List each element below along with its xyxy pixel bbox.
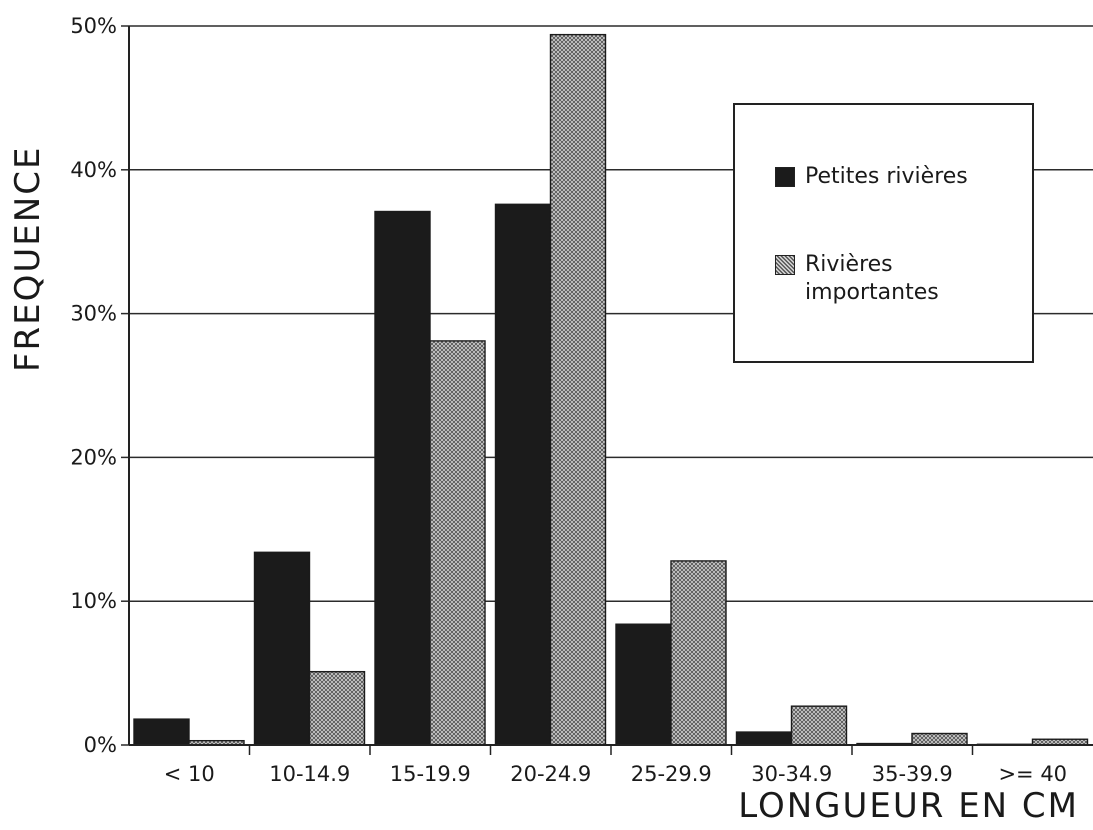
bar-rivieres-importantes xyxy=(670,560,727,746)
legend-item-petites-rivieres: Petites rivières xyxy=(775,163,968,191)
axes xyxy=(121,25,1093,755)
bars xyxy=(133,33,1089,746)
bar-rivieres-importantes xyxy=(429,340,486,746)
x-axis-title: LONGUEUR EN CM xyxy=(738,786,1079,826)
bar-petites-rivieres xyxy=(615,623,672,746)
bar-rivieres-importantes xyxy=(549,33,607,746)
x-tick-label: >= 40 xyxy=(998,762,1067,786)
y-tick-label: 30% xyxy=(70,302,117,326)
y-tick-label: 10% xyxy=(70,589,117,613)
x-tick-label: < 10 xyxy=(164,762,215,786)
y-tick-label: 40% xyxy=(70,158,117,182)
x-tick-label: 30-34.9 xyxy=(751,762,832,786)
bar-petites-rivieres xyxy=(374,210,431,746)
bar-rivieres-importantes xyxy=(308,670,366,746)
x-tick-label: 35-39.9 xyxy=(872,762,953,786)
y-tick-label: 0% xyxy=(84,733,117,757)
y-tick-label: 50% xyxy=(70,14,117,38)
legend-label: Rivières importantes xyxy=(805,252,939,305)
y-tick-label: 20% xyxy=(70,445,117,469)
bar-petites-rivieres xyxy=(494,203,552,746)
x-tick-label: 25-29.9 xyxy=(631,762,712,786)
legend-swatch-solid xyxy=(775,167,795,187)
x-tick-label: 15-19.9 xyxy=(390,762,471,786)
x-tick-label: 20-24.9 xyxy=(510,762,591,786)
bar-rivieres-importantes xyxy=(911,732,968,746)
legend-swatch-crosshatch xyxy=(775,255,795,275)
tick-labels: 0% 10% 20% 30% 40% 50% < 10 10-14.9 15-19.9 20-24… xyxy=(70,14,1067,786)
bar-petites-rivieres xyxy=(133,718,190,746)
y-axis-title: FREQUENCE xyxy=(8,145,48,372)
bar-petites-rivieres xyxy=(253,551,311,746)
bar-rivieres-importantes xyxy=(790,705,848,746)
legend-label: Petites rivières xyxy=(805,164,968,189)
x-tick-label: 10-14.9 xyxy=(269,762,350,786)
legend: Petites rivières Rivières importantes xyxy=(733,103,1034,363)
legend-item-rivieres-importantes: Rivières importantes xyxy=(775,251,939,307)
bar-petites-rivieres xyxy=(735,731,793,746)
